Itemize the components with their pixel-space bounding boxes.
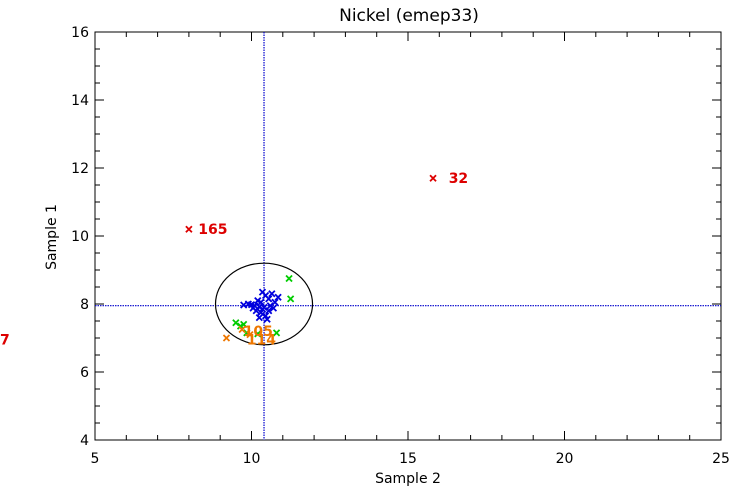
data-point-0	[274, 293, 282, 301]
data-point-1	[285, 274, 293, 283]
data-point-1	[272, 329, 281, 337]
data-point-2	[222, 334, 231, 342]
offscale-point-label: 7	[0, 333, 10, 349]
point-label: 114	[247, 333, 276, 349]
y-axis-label: Sample 1	[44, 204, 60, 270]
data-point-0	[249, 304, 257, 312]
data-point-0	[265, 307, 273, 315]
data-point-1	[286, 295, 295, 303]
y-tick-label: 16	[71, 25, 89, 41]
data-point-0	[258, 305, 267, 313]
plot-frame	[94, 31, 722, 441]
x-tick-label: 10	[243, 451, 261, 467]
x-tick-label: 20	[556, 451, 574, 467]
data-point-0	[269, 304, 278, 312]
y-tick-label: 10	[71, 229, 89, 245]
x-tick-label: 15	[399, 451, 417, 467]
data-point-0	[271, 298, 279, 306]
y-tick-label: 6	[80, 365, 89, 381]
data-point-0	[263, 315, 271, 323]
x-tick-label: 5	[91, 451, 100, 467]
y-tick-label: 8	[80, 297, 89, 313]
point-label: 105	[244, 324, 273, 340]
data-point-2	[238, 325, 246, 334]
y-tick-label: 14	[71, 93, 89, 109]
chart-title: Nickel (emep33)	[339, 6, 479, 26]
data-point-2	[246, 330, 254, 339]
confidence-ellipse	[214, 262, 314, 346]
data-point-3	[185, 225, 193, 233]
y-tick-label: 12	[71, 161, 89, 177]
x-axis-label: Sample 2	[375, 471, 441, 487]
point-label: 165	[198, 222, 227, 238]
data-point-0	[255, 313, 263, 322]
x-tick-label: 25	[712, 451, 730, 467]
data-point-0	[265, 295, 273, 303]
y-tick-label: 4	[80, 433, 89, 449]
data-point-3	[429, 174, 437, 182]
data-point-1	[254, 330, 262, 338]
data-point-0	[268, 290, 276, 298]
data-point-1	[232, 319, 240, 327]
point-label: 32	[449, 171, 468, 187]
data-point-0	[257, 298, 265, 306]
